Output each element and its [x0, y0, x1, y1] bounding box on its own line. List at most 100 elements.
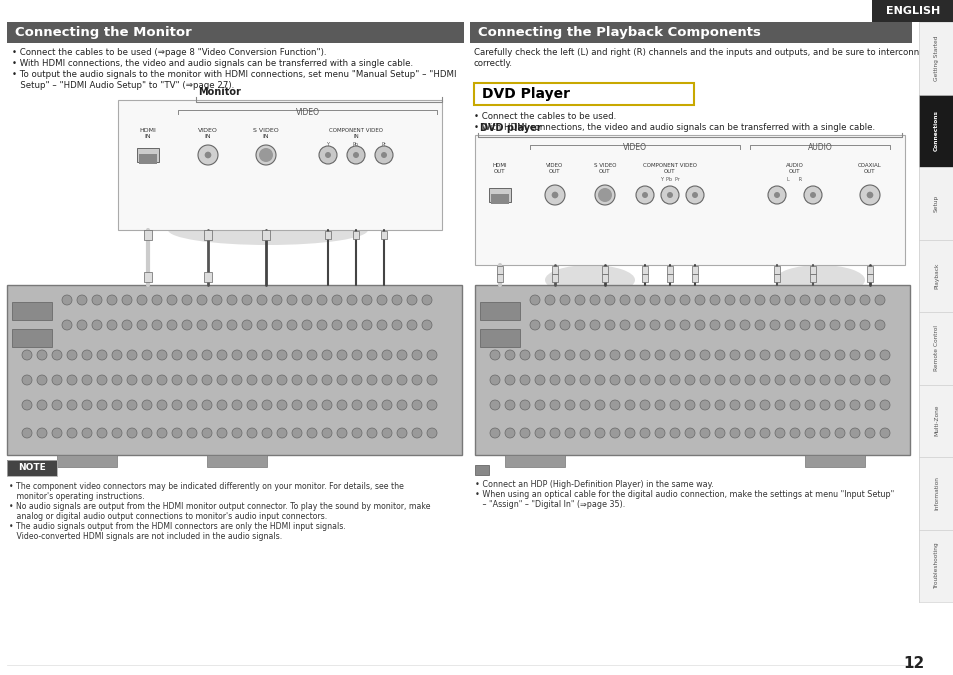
Circle shape	[202, 350, 212, 360]
Circle shape	[167, 320, 177, 330]
Bar	[504, 455, 564, 467]
Circle shape	[729, 428, 740, 438]
Circle shape	[744, 400, 754, 410]
Circle shape	[37, 350, 47, 360]
Text: Setup: Setup	[933, 194, 938, 212]
Circle shape	[196, 320, 207, 330]
Circle shape	[609, 428, 619, 438]
Circle shape	[332, 320, 341, 330]
Bar	[475, 285, 909, 455]
Circle shape	[490, 350, 499, 360]
Circle shape	[112, 350, 122, 360]
Circle shape	[322, 350, 332, 360]
Circle shape	[684, 428, 695, 438]
Circle shape	[22, 350, 32, 360]
Circle shape	[367, 375, 376, 385]
Circle shape	[276, 350, 287, 360]
Circle shape	[789, 375, 800, 385]
Circle shape	[744, 350, 754, 360]
Circle shape	[336, 400, 347, 410]
Circle shape	[639, 350, 649, 360]
Circle shape	[37, 400, 47, 410]
Text: • Connect the cables to be used (⇒page 8 "Video Conversion Function").: • Connect the cables to be used (⇒page 8…	[12, 48, 326, 57]
Circle shape	[769, 295, 780, 305]
Ellipse shape	[168, 215, 368, 245]
Circle shape	[535, 375, 544, 385]
Circle shape	[729, 350, 740, 360]
Circle shape	[352, 350, 361, 360]
Bar	[666, 266, 672, 274]
Circle shape	[52, 375, 62, 385]
Circle shape	[504, 350, 515, 360]
Circle shape	[844, 295, 854, 305]
Text: • To output the audio signals to the monitor with HDMI connections, set menu "Ma: • To output the audio signals to the mon…	[12, 70, 456, 79]
Ellipse shape	[774, 265, 864, 295]
Circle shape	[77, 320, 87, 330]
Circle shape	[262, 375, 272, 385]
Text: • With HDMI connections, the video and audio signals can be transferred with a s: • With HDMI connections, the video and a…	[474, 123, 874, 132]
Circle shape	[427, 375, 436, 385]
Circle shape	[649, 295, 659, 305]
Bar	[139, 154, 157, 164]
Circle shape	[820, 400, 829, 410]
Circle shape	[212, 320, 222, 330]
Circle shape	[604, 295, 615, 305]
Circle shape	[97, 350, 107, 360]
Circle shape	[820, 428, 829, 438]
Circle shape	[216, 375, 227, 385]
Bar	[12, 302, 52, 320]
Circle shape	[655, 428, 664, 438]
Circle shape	[172, 428, 182, 438]
Circle shape	[695, 320, 704, 330]
Circle shape	[604, 320, 615, 330]
Circle shape	[550, 375, 559, 385]
Circle shape	[544, 185, 564, 205]
Circle shape	[669, 375, 679, 385]
Circle shape	[37, 428, 47, 438]
Circle shape	[609, 400, 619, 410]
Circle shape	[336, 350, 347, 360]
Circle shape	[376, 295, 387, 305]
Circle shape	[247, 350, 256, 360]
Text: Monitor: Monitor	[198, 87, 240, 97]
Circle shape	[864, 428, 874, 438]
Circle shape	[82, 428, 91, 438]
Circle shape	[609, 375, 619, 385]
Text: Connections: Connections	[933, 110, 938, 151]
Circle shape	[375, 146, 393, 164]
Circle shape	[519, 375, 530, 385]
Circle shape	[679, 320, 689, 330]
Circle shape	[381, 428, 392, 438]
Circle shape	[292, 350, 302, 360]
Circle shape	[107, 320, 117, 330]
Circle shape	[216, 400, 227, 410]
Circle shape	[142, 375, 152, 385]
Circle shape	[232, 428, 242, 438]
Circle shape	[740, 320, 749, 330]
Circle shape	[91, 320, 102, 330]
Circle shape	[276, 375, 287, 385]
Circle shape	[624, 375, 635, 385]
Circle shape	[601, 192, 608, 198]
Circle shape	[849, 400, 859, 410]
Circle shape	[353, 152, 358, 158]
Bar	[691, 274, 698, 282]
Circle shape	[669, 428, 679, 438]
Circle shape	[381, 375, 392, 385]
Circle shape	[544, 320, 555, 330]
Circle shape	[97, 400, 107, 410]
Text: ENGLISH: ENGLISH	[885, 6, 939, 16]
Bar	[641, 274, 647, 282]
Bar	[57, 455, 117, 467]
Circle shape	[814, 320, 824, 330]
Circle shape	[412, 350, 421, 360]
Circle shape	[287, 295, 296, 305]
Circle shape	[864, 400, 874, 410]
Circle shape	[619, 295, 629, 305]
Circle shape	[67, 375, 77, 385]
Text: AUDIO
OUT: AUDIO OUT	[785, 163, 803, 173]
Circle shape	[789, 350, 800, 360]
Bar	[144, 230, 152, 240]
Bar	[262, 230, 270, 240]
Circle shape	[157, 428, 167, 438]
